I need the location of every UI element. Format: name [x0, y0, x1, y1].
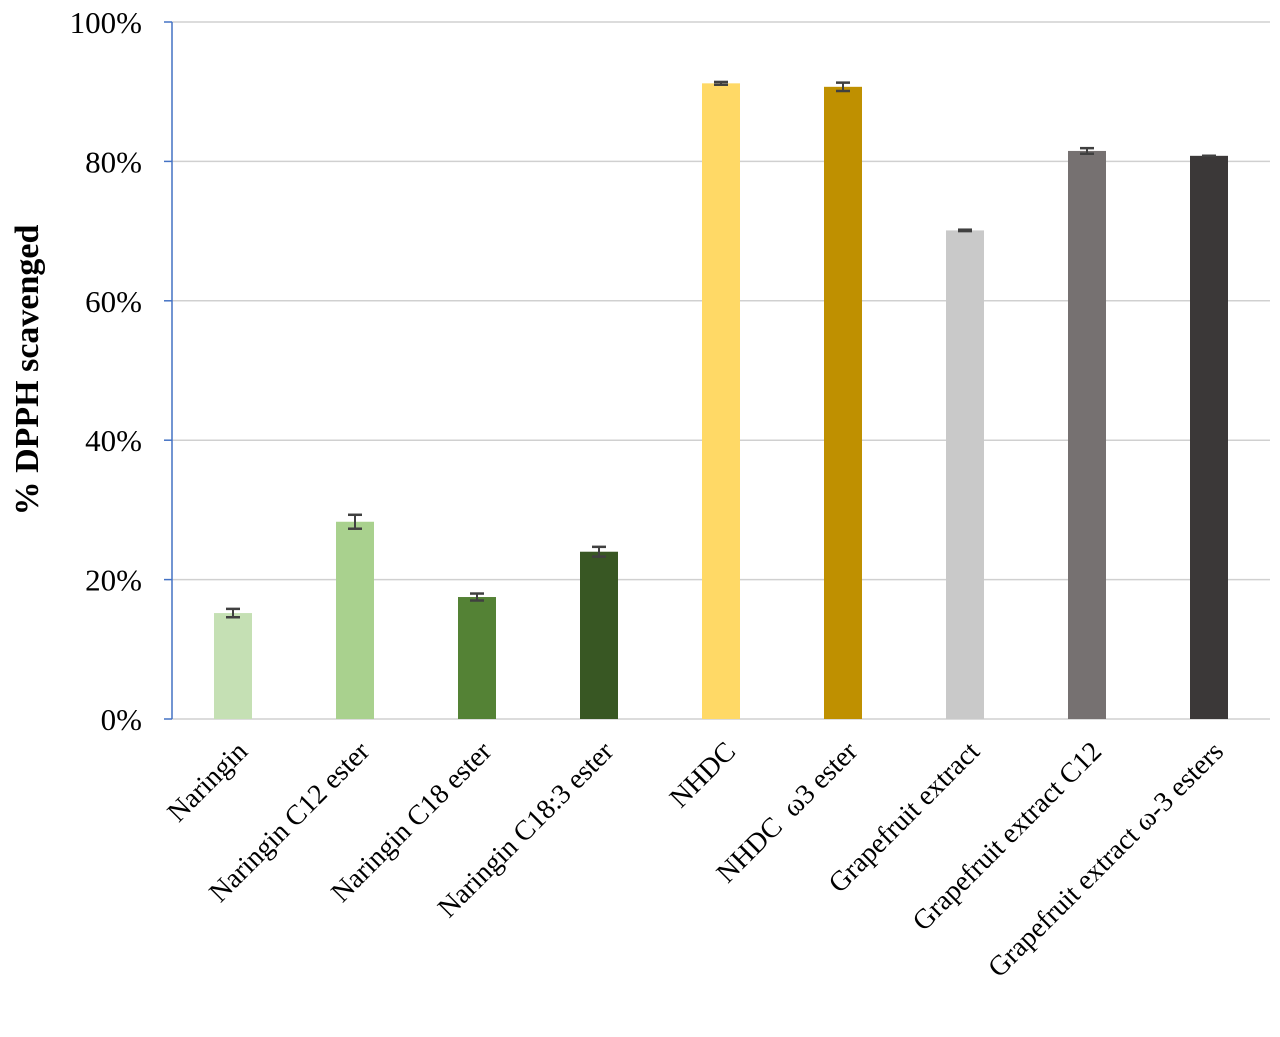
y-axis-title: % DPPH scavenged: [9, 224, 46, 515]
error-bar: [958, 228, 972, 233]
bar: [336, 521, 374, 719]
x-category-label: NHDC: [664, 736, 742, 814]
bar: [580, 551, 618, 719]
error-bar: [348, 513, 362, 530]
error-bar: [714, 80, 728, 86]
error-bar: [1080, 146, 1094, 155]
x-category-label: Naringin: [162, 736, 254, 828]
y-tick-label: 80%: [85, 144, 142, 179]
bar: [824, 86, 862, 720]
bar: [214, 613, 252, 719]
bar: [946, 230, 984, 719]
x-category-label: Grapefruit extract ω-3 esters: [982, 736, 1230, 984]
y-tick-label: 40%: [85, 423, 142, 458]
error-bar: [836, 81, 850, 93]
y-tick-label: 20%: [85, 563, 142, 598]
error-bars: [226, 80, 1216, 619]
bar: [1190, 155, 1228, 720]
y-tick-label: 0%: [101, 702, 142, 737]
bar: [1068, 150, 1106, 719]
y-tick-labels: 0% 20% 40% 60% 80% 100%: [70, 5, 142, 737]
error-bar: [226, 607, 240, 619]
bar: [458, 597, 496, 719]
y-tick-label: 60%: [85, 284, 142, 319]
y-tick-label: 100%: [70, 5, 142, 40]
bars: [214, 83, 1228, 720]
bar: [702, 83, 740, 719]
error-bar: [470, 592, 484, 602]
error-bar: [592, 545, 606, 558]
